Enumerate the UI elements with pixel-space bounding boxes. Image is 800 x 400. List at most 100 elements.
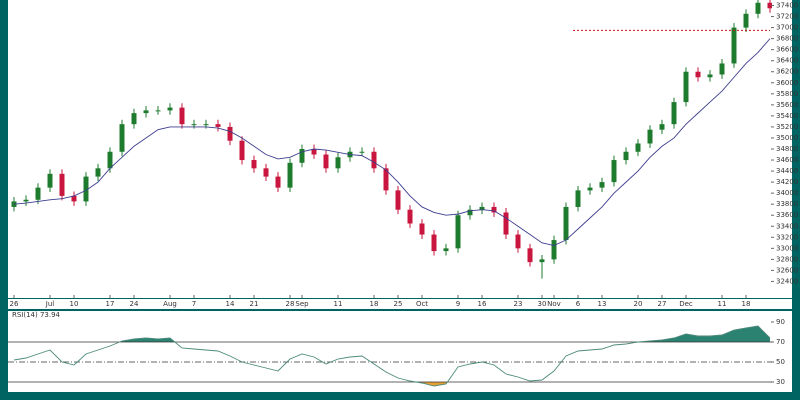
x-tick-label: Jul [45, 300, 55, 308]
candle-body [179, 107, 185, 125]
x-tick-label: 14 [226, 300, 235, 308]
y-tick-label: 33600 [776, 211, 798, 219]
candle-body [311, 149, 317, 155]
x-tick-label: 6 [576, 300, 581, 308]
candle-body [383, 168, 389, 191]
x-tick-label: 7 [192, 300, 196, 308]
candle-body [659, 124, 665, 130]
candle-body [59, 173, 65, 196]
y-tick-label: 90 [776, 318, 785, 326]
axes: 32400 32600 32800 33000 33200 33400 33600 33800… [10, 2, 799, 308]
x-tick-label: 25 [394, 300, 403, 308]
y-tick-label: 34400 [776, 167, 798, 175]
rsi-line [13, 325, 771, 387]
candle-body [731, 27, 737, 64]
y-tick-label: 70 [776, 338, 785, 346]
y-tick-label: 33800 [776, 200, 798, 208]
x-tick-label: 30 [538, 300, 547, 308]
y-tick-label: 30 [776, 378, 785, 386]
y-tick-label: 50 [776, 358, 785, 366]
x-tick-label: 27 [658, 300, 667, 308]
x-tick-label: Sep [295, 300, 309, 308]
y-tick-label: 32800 [776, 255, 798, 263]
candle-body [431, 234, 437, 252]
y-tick-label: 35200 [776, 123, 798, 131]
x-tick-label: 9 [456, 300, 460, 308]
candle-body [575, 190, 581, 207]
y-tick-label: 36600 [776, 46, 798, 54]
candle-body [611, 160, 617, 183]
candle-body [587, 187, 593, 191]
y-tick-label: 34600 [776, 156, 798, 164]
date-strip [8, 299, 792, 309]
candle-body [71, 195, 77, 202]
candle-body [635, 143, 641, 152]
y-tick-label: 35600 [776, 101, 798, 109]
x-tick-label: 16 [478, 300, 487, 308]
candle-body [371, 151, 377, 169]
candle-body [47, 173, 53, 188]
candle-body [623, 151, 629, 161]
x-tick-label: 23 [514, 300, 523, 308]
x-tick-label: 18 [370, 300, 379, 308]
candle-body [155, 110, 161, 112]
x-tick-label: Dec [679, 300, 693, 308]
candle-body [299, 149, 305, 163]
candle-body [119, 124, 125, 152]
x-tick-label: 10 [70, 300, 79, 308]
candle-body [527, 248, 533, 263]
rsi-plot: 30 50 70 90 [8, 318, 785, 387]
y-tick-label: 32400 [776, 277, 798, 285]
x-tick-label: 18 [742, 300, 751, 308]
candle-body [107, 151, 113, 169]
candle-body [551, 240, 557, 260]
candle-body [767, 2, 772, 9]
candle-body [563, 206, 569, 241]
y-tick-label: 37000 [776, 24, 798, 32]
candle-body [503, 212, 509, 235]
candle-body [239, 140, 245, 161]
x-tick-label: Nov [547, 300, 561, 308]
x-tick-label: 11 [334, 300, 343, 308]
candle-body [335, 157, 341, 169]
x-tick-label: 17 [106, 300, 115, 308]
candle-body [755, 2, 761, 14]
y-tick-label: 37200 [776, 13, 798, 21]
candle-body [455, 215, 461, 249]
candle-body [419, 223, 425, 235]
y-tick-label: 35800 [776, 90, 798, 98]
y-tick-label: 36000 [776, 79, 798, 87]
candle-body [683, 71, 689, 103]
y-tick-label: 37400 [776, 2, 798, 10]
candle-body [251, 160, 257, 169]
y-tick-label: 36400 [776, 57, 798, 65]
candle-body [719, 63, 725, 75]
candle-body [467, 209, 473, 216]
y-tick-label: 35400 [776, 112, 798, 120]
candle-body [95, 168, 101, 177]
candle-body [203, 124, 209, 126]
x-tick-label: 28 [286, 300, 295, 308]
y-tick-label: 33000 [776, 244, 798, 252]
y-tick-label: 36800 [776, 35, 798, 43]
y-tick-label: 34000 [776, 189, 798, 197]
candle-body [539, 259, 545, 263]
y-tick-label: 34200 [776, 178, 798, 186]
candle-body [23, 199, 29, 202]
y-tick-label: 35000 [776, 134, 798, 142]
candle-body [695, 71, 701, 78]
candle-body [143, 110, 149, 114]
candle-body [275, 176, 281, 188]
candle-body [491, 206, 497, 213]
x-tick-label: 24 [130, 300, 139, 308]
candle-body [167, 107, 173, 111]
x-tick-label: 13 [598, 300, 607, 308]
overbought-fill [14, 326, 770, 342]
y-tick-label: 33400 [776, 222, 798, 230]
candle-body [395, 190, 401, 210]
candle-body [359, 151, 365, 153]
candle-body [191, 124, 197, 126]
rsi-panel [8, 311, 792, 392]
x-tick-label: 26 [10, 300, 19, 308]
x-tick-label: 20 [634, 300, 643, 308]
